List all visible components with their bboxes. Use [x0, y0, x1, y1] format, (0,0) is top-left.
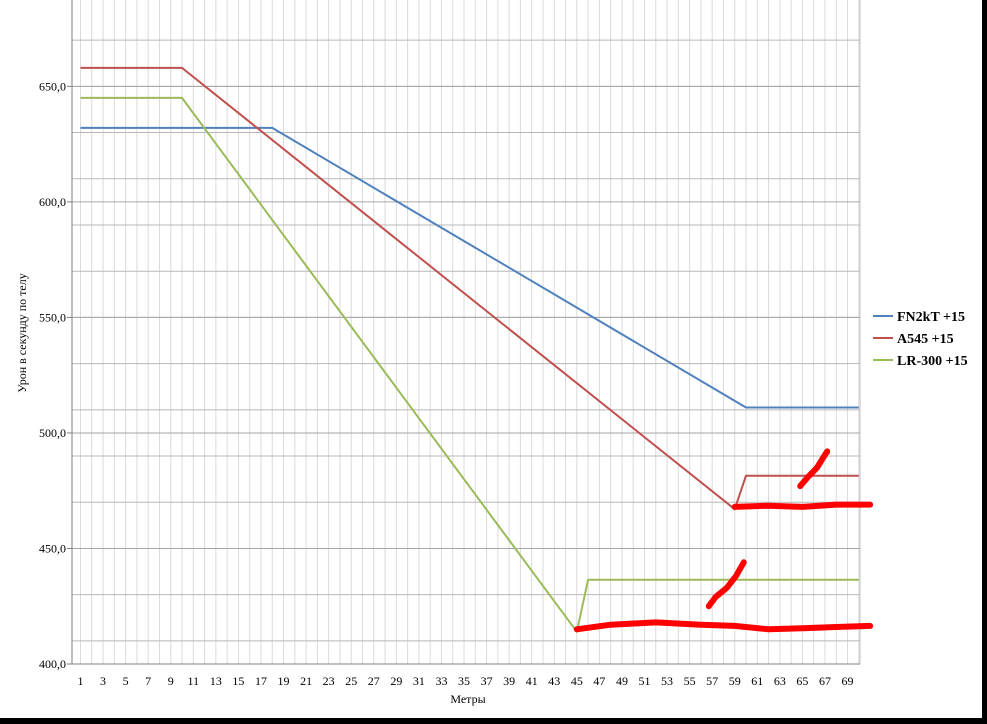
x-tick-labels: 1 3 5 7 9 11 13 15 17 19 21 23 25 27 29 31 33 35 37 39 41 43 4…	[78, 674, 854, 688]
x-tick-label: 23	[323, 674, 335, 688]
y-tick-label: 450,0	[39, 541, 66, 555]
x-tick-label: 41	[526, 674, 538, 688]
red-scribble-2	[797, 448, 831, 490]
y-tick-label: 600,0	[39, 195, 66, 209]
x-tick-label: 21	[300, 674, 312, 688]
x-tick-label: 9	[168, 674, 174, 688]
x-tick-label: 29	[390, 674, 402, 688]
minor-gridlines	[72, 0, 860, 664]
series-lines	[80, 66, 859, 633]
red-scribble-3	[573, 619, 874, 633]
x-tick-label: 69	[842, 674, 854, 688]
x-tick-label: 67	[819, 674, 831, 688]
x-axis-label: Метры	[450, 692, 485, 706]
x-tick-label: 13	[210, 674, 222, 688]
y-axis-label: Урон в секунду по телу	[15, 273, 29, 393]
x-tick-label: 59	[729, 674, 741, 688]
x-tick-label: 55	[684, 674, 696, 688]
red-scribble-4	[705, 559, 747, 610]
y-tick-labels: 400,0 450,0 500,0 550,0 600,0 650,0	[39, 79, 66, 671]
x-tick-label: 53	[661, 674, 673, 688]
x-tick-label: 7	[145, 674, 151, 688]
x-tick-label: 11	[188, 674, 200, 688]
x-tick-label: 51	[639, 674, 651, 688]
x-tick-label: 57	[706, 674, 718, 688]
x-tick-label: 43	[548, 674, 560, 688]
axes	[67, 0, 861, 665]
x-tick-label: 45	[571, 674, 583, 688]
x-tick-label: 61	[751, 674, 763, 688]
x-tick-label: 65	[796, 674, 808, 688]
x-tick-label: 3	[100, 674, 106, 688]
x-tick-label: 47	[593, 674, 605, 688]
legend-label-2: A545 +15	[897, 332, 954, 347]
legend-label-3: LR-300 +15	[897, 354, 968, 369]
red-marker-annotations	[573, 448, 874, 633]
y-tick-label: 550,0	[39, 310, 66, 324]
x-tick-label: 1	[78, 674, 84, 688]
legend: FN2kT +15 A545 +15 LR-300 +15	[873, 310, 968, 369]
x-tick-label: 5	[123, 674, 129, 688]
x-tick-label: 17	[255, 674, 267, 688]
x-tick-label: 63	[774, 674, 786, 688]
y-tick-label: 500,0	[39, 426, 66, 440]
x-tick-label: 49	[616, 674, 628, 688]
legend-label-1: FN2kT +15	[897, 310, 965, 325]
series-line-2	[80, 66, 859, 511]
x-tick-label: 31	[413, 674, 425, 688]
x-tick-label: 27	[368, 674, 380, 688]
x-tick-label: 15	[232, 674, 244, 688]
y-tick-label: 400,0	[39, 657, 66, 671]
x-tick-label: 33	[435, 674, 447, 688]
x-tick-label: 19	[278, 674, 290, 688]
x-tick-label: 25	[345, 674, 357, 688]
y-tick-label: 650,0	[39, 79, 66, 93]
major-gridlines	[72, 85, 860, 665]
x-tick-label: 39	[503, 674, 515, 688]
red-scribble-1	[731, 501, 874, 510]
series-line-1	[80, 126, 859, 409]
x-tick-label: 35	[458, 674, 470, 688]
series-line-3	[80, 96, 859, 633]
x-tick-label: 37	[481, 674, 493, 688]
